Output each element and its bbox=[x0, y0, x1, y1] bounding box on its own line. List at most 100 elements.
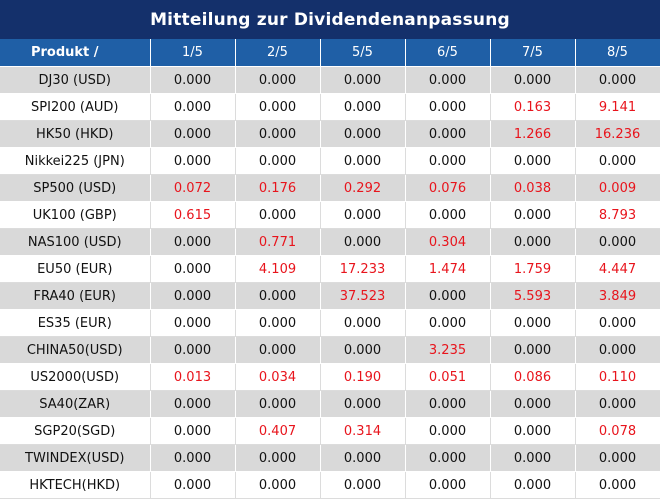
value-cell: 0.000 bbox=[150, 282, 236, 310]
value-cell: 0.000 bbox=[490, 471, 576, 499]
value-cell: 0.615 bbox=[150, 201, 236, 229]
value-cell: 0.000 bbox=[575, 390, 660, 418]
product-cell: DJ30 (USD) bbox=[0, 66, 151, 94]
table-row: SA40(ZAR) 0.000 0.000 0.000 0.000 0.000 0.000 bbox=[0, 390, 660, 418]
value-cell: 0.000 bbox=[235, 471, 321, 499]
value-cell: 0.000 bbox=[150, 444, 236, 472]
value-cell: 0.000 bbox=[575, 66, 660, 94]
table-row: DJ30 (USD) 0.000 0.000 0.000 0.000 0.000 0.000 bbox=[0, 66, 660, 94]
value-cell: 0.000 bbox=[405, 417, 491, 445]
value-cell: 3.849 bbox=[575, 282, 660, 310]
value-cell: 0.000 bbox=[320, 228, 406, 256]
value-cell: 0.000 bbox=[490, 336, 576, 364]
value-cell: 0.000 bbox=[490, 309, 576, 337]
value-cell: 4.109 bbox=[235, 255, 321, 283]
column-header-date: 2/5 bbox=[235, 39, 321, 67]
table-row: FRA40 (EUR) 0.000 0.000 37.523 0.000 5.593 3.8… bbox=[0, 282, 660, 310]
table-row: CHINA50(USD) 0.000 0.000 0.000 3.235 0.000 0.0… bbox=[0, 336, 660, 364]
table-row: ES35 (EUR) 0.000 0.000 0.000 0.000 0.000 0.000 bbox=[0, 309, 660, 337]
value-cell: 0.009 bbox=[575, 174, 660, 202]
table-row: SPI200 (AUD) 0.000 0.000 0.000 0.000 0.163 9.1… bbox=[0, 93, 660, 121]
value-cell: 1.759 bbox=[490, 255, 576, 283]
value-cell: 0.000 bbox=[405, 120, 491, 148]
value-cell: 0.034 bbox=[235, 363, 321, 391]
value-cell: 0.000 bbox=[575, 336, 660, 364]
dividend-table: Produkt / 1/5 2/5 5/5 6/5 7/5 8/5 DJ30 (… bbox=[0, 39, 660, 499]
value-cell: 0.000 bbox=[575, 147, 660, 175]
table-row: SP500 (USD) 0.072 0.176 0.292 0.076 0.038 0.00… bbox=[0, 174, 660, 202]
value-cell: 0.000 bbox=[320, 120, 406, 148]
value-cell: 0.000 bbox=[320, 201, 406, 229]
value-cell: 0.000 bbox=[150, 336, 236, 364]
product-cell: Nikkei225 (JPN) bbox=[0, 147, 151, 175]
product-cell: SA40(ZAR) bbox=[0, 390, 151, 418]
value-cell: 0.000 bbox=[235, 120, 321, 148]
value-cell: 0.000 bbox=[320, 93, 406, 121]
value-cell: 0.000 bbox=[405, 66, 491, 94]
value-cell: 0.000 bbox=[235, 444, 321, 472]
value-cell: 0.000 bbox=[150, 66, 236, 94]
table-row: UK100 (GBP) 0.615 0.000 0.000 0.000 0.000 8.79… bbox=[0, 201, 660, 229]
value-cell: 0.000 bbox=[490, 147, 576, 175]
product-cell: SGP20(SGD) bbox=[0, 417, 151, 445]
value-cell: 0.000 bbox=[405, 201, 491, 229]
product-cell: UK100 (GBP) bbox=[0, 201, 151, 229]
value-cell: 0.000 bbox=[405, 282, 491, 310]
value-cell: 0.076 bbox=[405, 174, 491, 202]
value-cell: 0.407 bbox=[235, 417, 321, 445]
value-cell: 0.163 bbox=[490, 93, 576, 121]
value-cell: 3.235 bbox=[405, 336, 491, 364]
value-cell: 0.000 bbox=[235, 309, 321, 337]
table-row: TWINDEX(USD) 0.000 0.000 0.000 0.000 0.000 0.0… bbox=[0, 444, 660, 472]
value-cell: 0.000 bbox=[235, 282, 321, 310]
table-row: HKTECH(HKD) 0.000 0.000 0.000 0.000 0.000 0.00… bbox=[0, 471, 660, 499]
value-cell: 0.000 bbox=[235, 93, 321, 121]
value-cell: 0.000 bbox=[405, 309, 491, 337]
value-cell: 9.141 bbox=[575, 93, 660, 121]
value-cell: 0.000 bbox=[575, 471, 660, 499]
value-cell: 0.000 bbox=[490, 444, 576, 472]
value-cell: 0.000 bbox=[490, 390, 576, 418]
product-cell: US2000(USD) bbox=[0, 363, 151, 391]
value-cell: 0.000 bbox=[405, 444, 491, 472]
value-cell: 0.000 bbox=[150, 147, 236, 175]
value-cell: 0.086 bbox=[490, 363, 576, 391]
product-cell: SPI200 (AUD) bbox=[0, 93, 151, 121]
product-cell: CHINA50(USD) bbox=[0, 336, 151, 364]
value-cell: 0.000 bbox=[575, 444, 660, 472]
value-cell: 0.000 bbox=[490, 228, 576, 256]
table-row: SGP20(SGD) 0.000 0.407 0.314 0.000 0.000 0.078 bbox=[0, 417, 660, 445]
product-cell: TWINDEX(USD) bbox=[0, 444, 151, 472]
value-cell: 0.190 bbox=[320, 363, 406, 391]
value-cell: 0.072 bbox=[150, 174, 236, 202]
value-cell: 0.292 bbox=[320, 174, 406, 202]
product-cell: ES35 (EUR) bbox=[0, 309, 151, 337]
column-header-date: 5/5 bbox=[320, 39, 406, 67]
value-cell: 0.000 bbox=[150, 93, 236, 121]
value-cell: 0.000 bbox=[575, 228, 660, 256]
value-cell: 0.000 bbox=[150, 228, 236, 256]
product-cell: SP500 (USD) bbox=[0, 174, 151, 202]
value-cell: 0.000 bbox=[490, 417, 576, 445]
value-cell: 0.000 bbox=[405, 147, 491, 175]
value-cell: 0.000 bbox=[320, 390, 406, 418]
value-cell: 17.233 bbox=[320, 255, 406, 283]
value-cell: 0.000 bbox=[490, 201, 576, 229]
value-cell: 0.000 bbox=[405, 93, 491, 121]
value-cell: 0.000 bbox=[320, 309, 406, 337]
value-cell: 0.314 bbox=[320, 417, 406, 445]
value-cell: 0.000 bbox=[320, 66, 406, 94]
table-header-row: Produkt / 1/5 2/5 5/5 6/5 7/5 8/5 bbox=[0, 39, 660, 67]
value-cell: 0.000 bbox=[320, 471, 406, 499]
column-header-date: 6/5 bbox=[405, 39, 491, 67]
value-cell: 0.051 bbox=[405, 363, 491, 391]
value-cell: 0.000 bbox=[235, 66, 321, 94]
value-cell: 0.771 bbox=[235, 228, 321, 256]
table-row: Nikkei225 (JPN) 0.000 0.000 0.000 0.000 0.000… bbox=[0, 147, 660, 175]
value-cell: 0.013 bbox=[150, 363, 236, 391]
value-cell: 8.793 bbox=[575, 201, 660, 229]
value-cell: 0.078 bbox=[575, 417, 660, 445]
value-cell: 0.304 bbox=[405, 228, 491, 256]
value-cell: 0.000 bbox=[235, 147, 321, 175]
